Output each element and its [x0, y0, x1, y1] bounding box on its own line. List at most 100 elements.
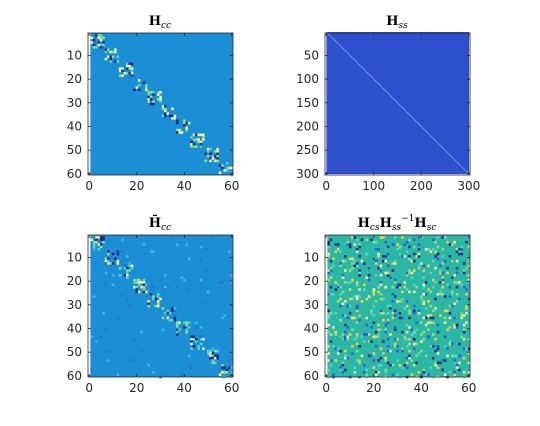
matrix-cell: [355, 297, 359, 301]
matrix-cell: [178, 321, 181, 324]
matrix-cell: [412, 283, 416, 287]
matrix-cell: [95, 34, 98, 37]
matrix-cell: [448, 316, 452, 320]
matrix-cell: [434, 281, 437, 284]
matrix-cell: [367, 295, 371, 298]
matrix-cell: [178, 128, 181, 132]
matrix-cell: [142, 278, 146, 282]
matrix-cell: [152, 371, 155, 374]
heatmap-hss: 0 100 200 300 50 100 150 200 250 300: [296, 31, 480, 193]
matrix-cell: [384, 259, 388, 263]
matrix-cell: [111, 274, 115, 277]
matrix-cell: [90, 368, 93, 372]
x-tick-label: 20: [129, 179, 144, 193]
matrix-cell: [199, 337, 203, 341]
matrix-cell: [348, 245, 352, 249]
matrix-cell: [436, 345, 440, 348]
matrix-cell: [102, 240, 105, 244]
y-tick-label: 50: [304, 345, 319, 359]
matrix-cell: [424, 316, 428, 320]
matrix-cell: [453, 281, 456, 284]
matrix-cell: [130, 62, 134, 66]
matrix-cell: [408, 326, 411, 329]
matrix-cell: [118, 67, 122, 70]
matrix-cell: [164, 311, 167, 315]
matrix-cell: [164, 107, 167, 111]
matrix-cell: [206, 147, 210, 151]
matrix-cell: [145, 283, 148, 287]
matrix-cell: [372, 314, 376, 317]
matrix-cell: [194, 138, 198, 141]
matrix-cell: [175, 121, 179, 125]
matrix-cell: [415, 328, 418, 332]
matrix-cell: [355, 248, 359, 251]
matrix-cell: [460, 252, 464, 256]
matrix-cell: [408, 238, 411, 242]
matrix-cell: [213, 154, 217, 158]
matrix-cell: [137, 290, 141, 294]
matrix-cell: [467, 361, 471, 365]
matrix-cell: [443, 345, 447, 348]
matrix-cell: [126, 64, 129, 68]
matrix-cell: [213, 159, 217, 163]
matrix-cell: [427, 264, 430, 268]
matrix-cell: [348, 304, 352, 308]
matrix-cell: [95, 238, 98, 242]
matrix-cell: [353, 366, 357, 369]
x-tick-label: 0: [85, 179, 93, 193]
matrix-cell: [363, 283, 366, 287]
matrix-cell: [365, 316, 368, 320]
matrix-cell: [341, 290, 345, 294]
matrix-cell: [102, 236, 105, 239]
matrix-cell: [443, 335, 447, 339]
matrix-cell: [360, 354, 364, 358]
matrix-cell: [434, 250, 437, 253]
matrix-cell: [386, 311, 390, 315]
matrix-cell: [123, 264, 127, 268]
matrix-cell: [396, 283, 399, 287]
matrix-cell: [336, 248, 340, 251]
matrix-cell: [367, 333, 371, 336]
matrix-cell: [422, 316, 426, 320]
matrix-cell: [405, 345, 409, 348]
matrix-cell: [197, 133, 200, 137]
matrix-cell: [355, 307, 359, 310]
matrix-cell: [142, 290, 146, 294]
matrix-cell: [408, 309, 411, 313]
matrix-cell: [353, 316, 357, 320]
matrix-cell: [358, 319, 361, 322]
matrix-cell: [209, 349, 212, 353]
matrix-cell: [436, 236, 440, 239]
matrix-cell: [420, 333, 423, 336]
title-hcc: Hcc: [149, 14, 171, 31]
matrix-cell: [462, 271, 466, 275]
matrix-cell: [434, 297, 437, 301]
matrix-cell: [398, 285, 402, 289]
matrix-cell: [327, 345, 330, 348]
matrix-cell: [346, 337, 349, 341]
matrix-cell: [197, 140, 200, 144]
matrix-cell: [360, 238, 364, 242]
matrix-cell: [446, 240, 449, 244]
matrix-cell: [420, 340, 423, 343]
matrix-cell: [422, 300, 426, 303]
matrix-cell: [351, 316, 354, 320]
matrix-cell: [429, 321, 433, 324]
matrix-cell: [344, 255, 347, 258]
matrix-cell: [114, 60, 117, 63]
matrix-cell: [401, 316, 404, 320]
matrix-cell: [379, 297, 383, 301]
matrix-cell: [441, 292, 445, 296]
matrix-cell: [341, 276, 345, 279]
matrix-cell: [384, 359, 388, 362]
matrix-cell: [223, 371, 227, 374]
matrix-cell: [344, 281, 347, 284]
matrix-cell: [209, 157, 212, 160]
matrix-cell: [374, 300, 378, 303]
matrix-cell: [332, 373, 335, 377]
matrix-cell: [448, 371, 452, 374]
matrix-cell: [384, 240, 388, 244]
matrix-cell: [382, 311, 385, 315]
matrix-cell: [417, 309, 421, 313]
matrix-cell: [353, 337, 357, 341]
